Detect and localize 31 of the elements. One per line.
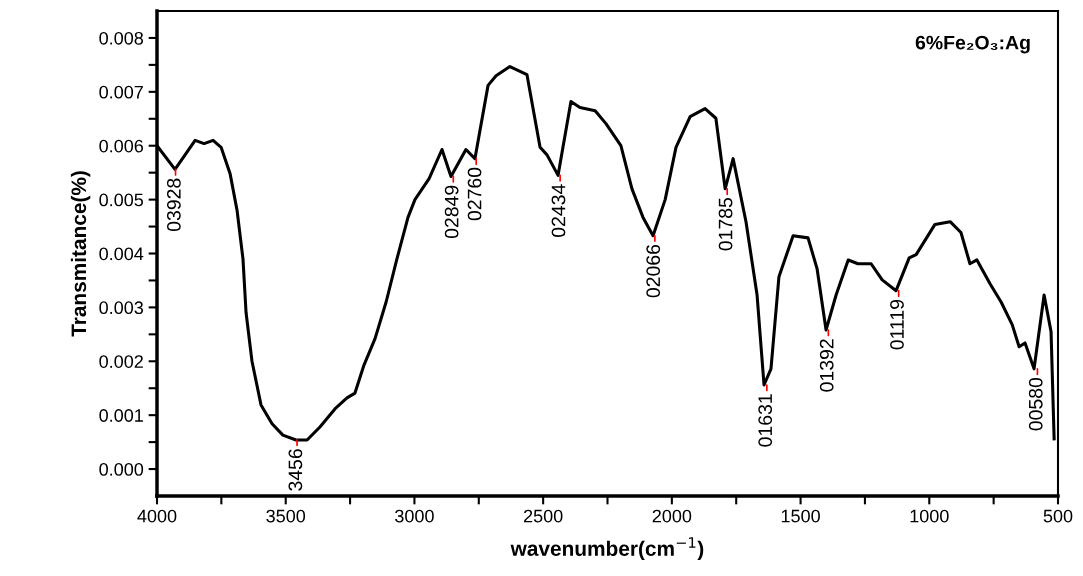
annotation: 03928 [166,178,181,232]
annotation: 01785 [718,197,733,251]
y-axis-title: Transmitance(%) [70,171,91,337]
x-tick-label: 3500 [266,509,306,523]
text: 6%Fe₂O₃:Ag [915,35,1030,54]
y-tick-label: 0.004 [99,247,144,261]
y-tick-label: 0.007 [99,85,143,99]
x-tick-label: 1000 [910,509,949,523]
y-tick-label: 0.005 [99,193,144,207]
y-tick-label: 0.008 [99,31,144,45]
annotation: 02849 [444,185,459,239]
annotation: 01631 [758,394,773,447]
annotation: 01392 [819,339,834,392]
annotation: 00580 [1028,377,1043,431]
annotation: 02434 [551,184,566,237]
x-tick-label: 1500 [781,509,820,523]
x-tick-label: 3000 [395,509,434,523]
x-tick-label: 2500 [523,509,563,523]
y-tick-label: 0.006 [99,139,144,153]
annotation: 01119 [890,299,904,350]
annotation: 02760 [467,167,482,221]
y-tick-label: 0.003 [99,301,144,315]
y-tick-label: 0.001 [99,409,143,422]
y-tick-label: 0.002 [99,355,143,368]
x-tick-label: 2000 [652,509,692,523]
y-tick-label: 0.000 [99,462,144,476]
x-axis-title: wavenumber(cm$^{−1}$) [510,537,704,561]
x-tick-label: 4000 [137,509,177,523]
annotation: 02066 [646,244,661,298]
x-tick-label: 500 [1043,509,1073,523]
annotation: 3456 [288,449,303,491]
